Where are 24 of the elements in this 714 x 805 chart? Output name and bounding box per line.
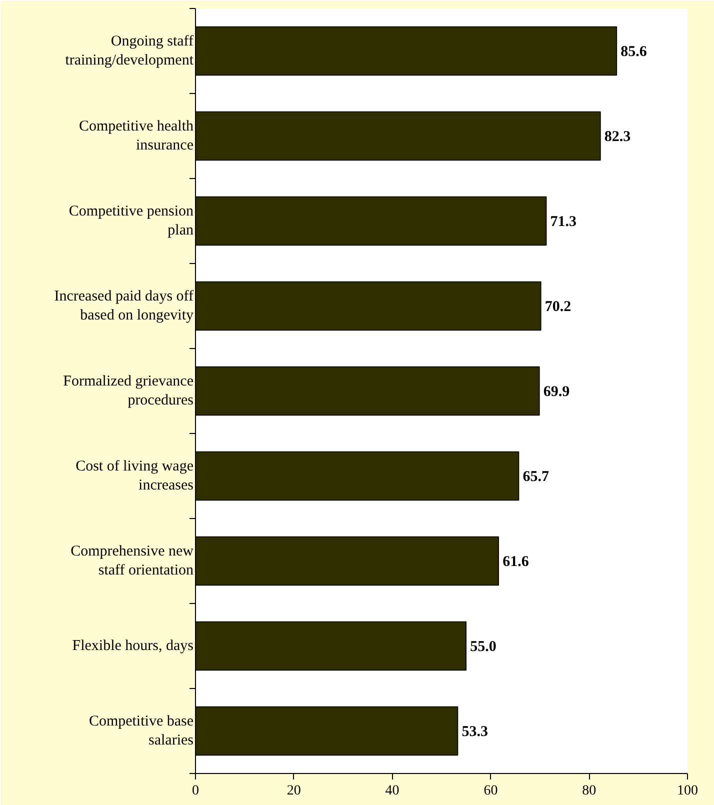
y-tick-label: Competitive health insurance (78, 118, 194, 154)
x-tick-label: 80 (582, 784, 596, 798)
y-tick-label: Cost of living wage increases (76, 458, 194, 494)
data-label: 71.3 (550, 214, 577, 230)
y-tick-label: Flexible hours, days (72, 638, 194, 654)
data-label: 65.7 (522, 469, 550, 485)
x-tick-label: 0 (192, 784, 199, 798)
x-tick-label: 20 (286, 784, 301, 798)
y-tick-label: Formalized grievance procedures (63, 373, 194, 409)
y-tick-label: Ongoing staff training/development (65, 33, 194, 69)
data-label: 82.3 (604, 129, 631, 145)
y-tick-label: Competitive pension plan (68, 203, 194, 239)
data-label: 85.6 (620, 44, 648, 60)
y-tick-label: Comprehensive new staff orientation (70, 543, 194, 579)
x-tick-label: 60 (484, 784, 498, 798)
data-label: 53.3 (462, 724, 488, 740)
y-tick-label: Competitive base salaries (88, 713, 194, 749)
data-label: 69.9 (543, 384, 570, 400)
data-label: 70.2 (544, 299, 572, 315)
x-tick-label: 40 (385, 784, 400, 798)
data-label: 55.0 (470, 639, 496, 655)
y-tick-label: Increased paid days off based on longevity (54, 288, 194, 324)
x-tick-label: 100 (677, 784, 698, 798)
data-label: 61.6 (502, 554, 530, 570)
